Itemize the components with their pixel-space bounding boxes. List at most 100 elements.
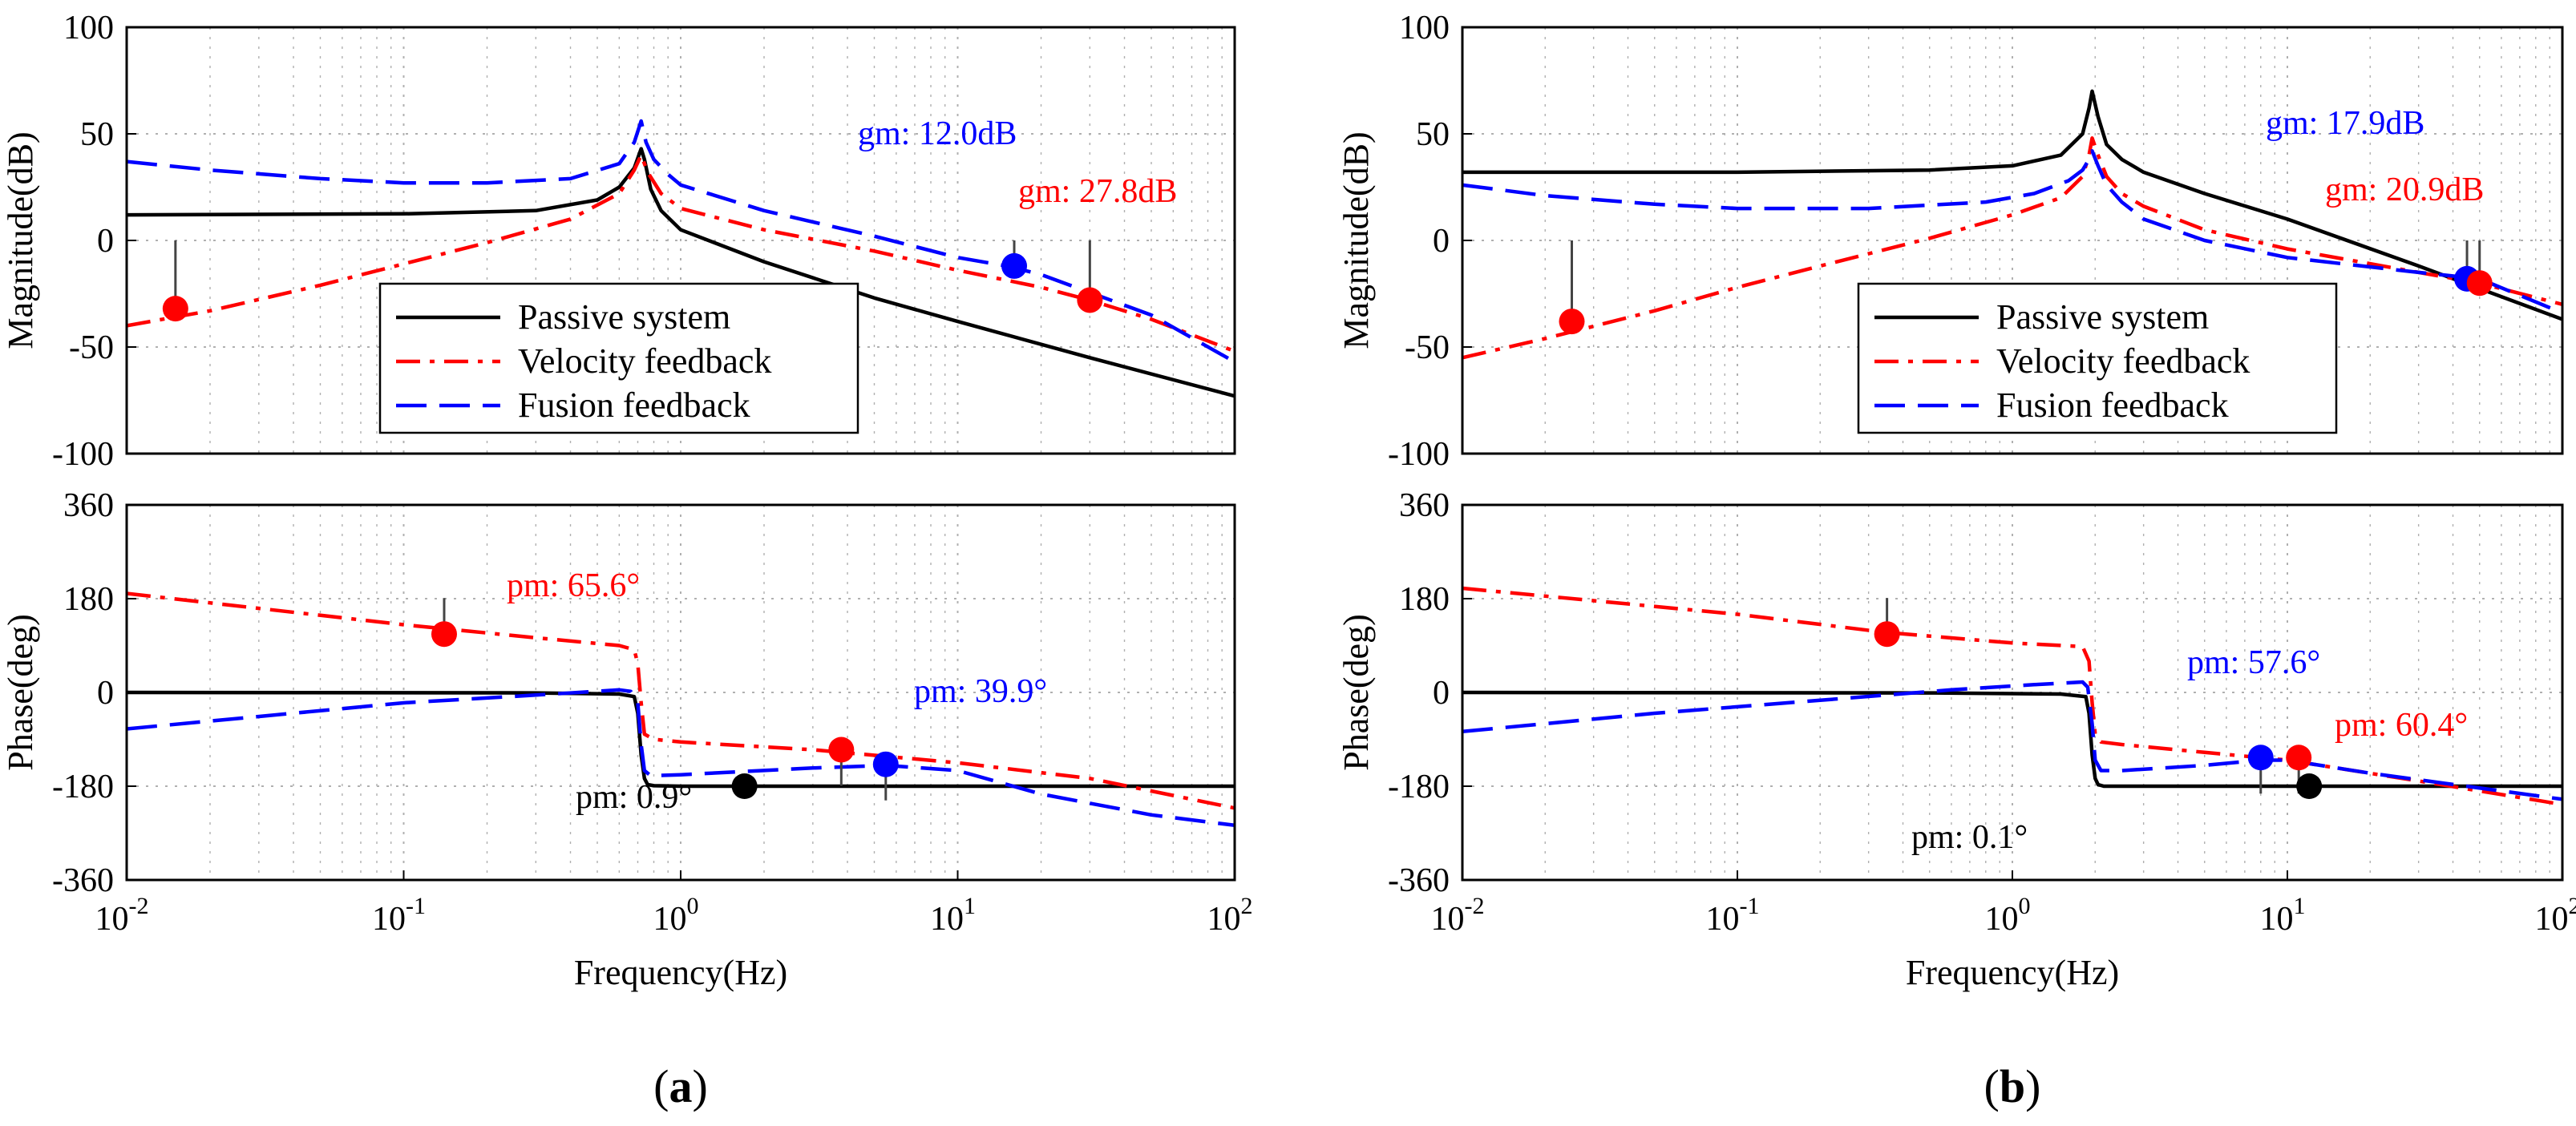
xtick-base: 10 (653, 901, 687, 938)
magnitude-ytick-label: 0 (97, 223, 114, 260)
margin-marker (2296, 773, 2323, 799)
panel-letter: b (2000, 1060, 2025, 1112)
series-line-velocity-feedback (1462, 136, 2562, 360)
margin-marker (2466, 270, 2493, 297)
phase-ytick-label: -360 (52, 862, 114, 899)
gain-margin-label: gm: 17.9dB (2266, 105, 2424, 142)
magnitude-ytick-label: -50 (69, 329, 114, 366)
phase-xlabel: Frequency(Hz) (574, 953, 787, 992)
plot-frame (125, 26, 1236, 455)
margin-marker (872, 751, 899, 777)
legend-label: Velocity feedback (1996, 341, 2250, 381)
magnitude-plot: 100 50 0 -50 -100 Magnitude(dB) Passive system… (1, 10, 1236, 473)
legend-label: Velocity feedback (518, 341, 771, 381)
margin-marker (1559, 309, 1585, 335)
xtick-base: 10 (95, 901, 129, 938)
panel-label: (a) (653, 1060, 708, 1112)
xtick-label: 102 (2535, 893, 2576, 938)
xtick-label: 101 (2260, 893, 2306, 938)
xtick-exponent: 2 (1241, 893, 1253, 919)
xtick-exponent: 1 (2294, 893, 2306, 919)
plot-frame (1461, 26, 2564, 455)
xtick-base: 10 (1985, 901, 2019, 938)
xtick-label: 10-2 (95, 893, 149, 938)
series-line-passive-system (127, 147, 1235, 398)
legend-label: Fusion feedback (518, 385, 750, 425)
phase-plot: 360 180 0 -180 -360 Phase(deg) pm: 65.6° pm: 39… (1, 487, 1253, 992)
margin-marker (2286, 745, 2312, 771)
phase-margin-label: pm: 60.4° (2335, 707, 2468, 744)
series-line-fusion-feedback (1462, 680, 2562, 801)
margin-marker (162, 296, 188, 322)
magnitude-ylabel: Magnitude(dB) (1, 131, 40, 349)
magnitude-ytick-label: -100 (52, 436, 114, 473)
gain-margin-label: gm: 20.9dB (2325, 172, 2484, 208)
magnitude-ytick-label: -100 (1388, 436, 1450, 473)
xtick-label: 10-1 (1706, 893, 1760, 938)
xtick-exponent: 0 (2019, 893, 2031, 919)
margin-marker (431, 621, 457, 648)
series-line-velocity-feedback (1462, 586, 2562, 807)
legend-box (378, 282, 859, 434)
magnitude-ytick-label: 50 (80, 116, 114, 153)
margin-marker (1874, 621, 1900, 648)
legend-box (1857, 282, 2338, 434)
series-line-passive-system (1462, 690, 2562, 789)
phase-series-group (127, 591, 1235, 828)
phase-ytick-label: 360 (63, 487, 114, 524)
xtick-base: 10 (372, 901, 406, 938)
xtick-exponent: -2 (129, 893, 149, 919)
xtick-exponent: 2 (2569, 893, 2576, 919)
magnitude-markers (1559, 240, 2493, 335)
xtick-base: 10 (1431, 901, 1465, 938)
phase-ytick-label: 0 (97, 675, 114, 712)
magnitude-ytick-label: 100 (1399, 10, 1450, 46)
legend-label: Passive system (518, 297, 730, 337)
panel-letter: a (669, 1060, 693, 1112)
legend-label: Passive system (1996, 297, 2209, 337)
phase-margin-label: pm: 65.6° (507, 567, 640, 604)
margin-marker (1001, 252, 1028, 279)
legend-label: Fusion feedback (1996, 385, 2229, 425)
phase-ytick-label: 180 (1399, 581, 1450, 618)
phase-plot: 360 180 0 -180 -360 Phase(deg) pm: 57.6° pm: 60… (1337, 487, 2576, 992)
magnitude-ytick-label: 100 (63, 10, 114, 46)
xtick-exponent: -2 (1465, 893, 1485, 919)
magnitude-ytick-label: -50 (1405, 329, 1450, 366)
phase-ytick-label: -360 (1388, 862, 1450, 899)
magnitude-plot: 100 50 0 -50 -100 Magnitude(dB) Passive system… (1337, 10, 2564, 473)
xtick-label: 10-2 (1431, 893, 1485, 938)
xtick-exponent: 0 (687, 893, 699, 919)
phase-ytick-label: 360 (1399, 487, 1450, 524)
phase-margin-label: pm: 57.6° (2187, 644, 2320, 681)
phase-xlabel: Frequency(Hz) (1906, 953, 2119, 992)
xtick-base: 10 (2260, 901, 2294, 938)
phase-margin-label: pm: 0.9° (576, 779, 692, 816)
margin-marker (731, 773, 758, 799)
magnitude-series-group (1462, 89, 2562, 360)
margin-marker (828, 737, 855, 763)
xtick-base: 10 (930, 901, 964, 938)
phase-markers (431, 598, 899, 801)
xtick-exponent: 1 (964, 893, 976, 919)
gain-margin-label: gm: 27.8dB (1018, 173, 1177, 210)
xtick-label: 101 (930, 893, 976, 938)
phase-ytick-label: 0 (1433, 675, 1450, 712)
series-line-fusion-feedback (1462, 149, 2562, 315)
phase-ytick-label: -180 (1388, 769, 1450, 805)
phase-ytick-label: -180 (52, 769, 114, 805)
xtick-label: 10-1 (372, 893, 426, 938)
margin-marker (1077, 287, 1103, 313)
series-line-fusion-feedback (127, 119, 1235, 364)
series-line-fusion-feedback (127, 688, 1235, 828)
xtick-base: 10 (1706, 901, 1740, 938)
phase-margin-label: pm: 0.1° (1911, 819, 2028, 856)
margin-marker (2247, 745, 2274, 771)
phase-ylabel: Phase(deg) (1, 614, 40, 771)
phase-ytick-label: 180 (63, 581, 114, 618)
phase-markers (1874, 598, 2323, 799)
